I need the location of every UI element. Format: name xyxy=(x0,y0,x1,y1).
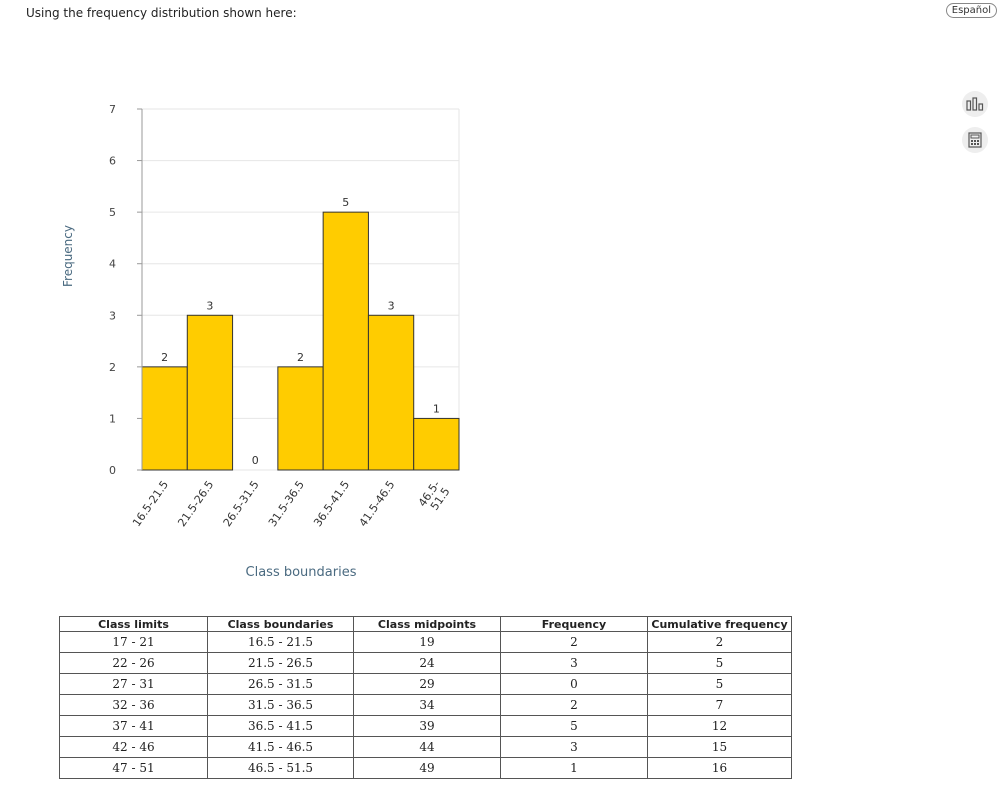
bar-data-label: 3 xyxy=(206,299,213,312)
x-tick-label: 31.5-36.5 xyxy=(266,478,307,529)
y-tick-label: 0 xyxy=(109,464,116,477)
y-tick-label: 1 xyxy=(109,412,116,425)
table-row: 17 - 21 16.5 - 21.5 19 2 2 xyxy=(59,631,792,653)
cell-class-midpoints: 29 xyxy=(353,673,501,695)
cell-class-limits: 17 - 21 xyxy=(59,631,208,653)
x-tick-label: 26.5-31.5 xyxy=(221,478,262,529)
cell-class-midpoints: 39 xyxy=(353,715,501,737)
question-prompt: Using the frequency distribution shown h… xyxy=(26,6,297,20)
cell-class-boundaries: 21.5 - 26.5 xyxy=(207,652,354,674)
table-row: 42 - 46 41.5 - 46.5 44 3 15 xyxy=(59,736,792,758)
bar-data-label: 5 xyxy=(342,196,349,209)
x-tick-label: 21.5-26.5 xyxy=(175,478,216,529)
cell-class-limits: 47 - 51 xyxy=(59,757,208,779)
cell-class-limits: 27 - 31 xyxy=(59,673,208,695)
header-frequency: Frequency xyxy=(500,616,648,632)
header-class-boundaries: Class boundaries xyxy=(207,616,354,632)
cell-class-limits: 37 - 41 xyxy=(59,715,208,737)
x-tick-label: 46.5-51.5 xyxy=(416,478,453,516)
calculator-icon[interactable] xyxy=(962,127,988,153)
bar-data-label: 0 xyxy=(252,454,259,467)
bar xyxy=(186,314,234,471)
cell-class-boundaries: 41.5 - 46.5 xyxy=(207,736,354,758)
x-tick-label: 36.5-41.5 xyxy=(311,478,352,529)
cell-class-boundaries: 16.5 - 21.5 xyxy=(207,631,354,653)
cell-cumulative-frequency: 5 xyxy=(647,652,792,674)
x-axis-label: Class boundaries xyxy=(246,565,357,580)
bar-data-label: 3 xyxy=(388,299,395,312)
cell-cumulative-frequency: 15 xyxy=(647,736,792,758)
cell-frequency: 3 xyxy=(500,652,648,674)
cell-frequency: 0 xyxy=(500,673,648,695)
cell-frequency: 5 xyxy=(500,715,648,737)
cell-class-limits: 42 - 46 xyxy=(59,736,208,758)
cell-class-limits: 22 - 26 xyxy=(59,652,208,674)
cell-class-midpoints: 49 xyxy=(353,757,501,779)
bar-data-label: 2 xyxy=(161,351,168,364)
bar xyxy=(277,366,324,471)
cell-class-boundaries: 36.5 - 41.5 xyxy=(207,715,354,737)
table-row: 22 - 26 21.5 - 26.5 24 3 5 xyxy=(59,652,792,674)
cell-class-boundaries: 46.5 - 51.5 xyxy=(207,757,354,779)
cell-class-limits: 32 - 36 xyxy=(59,694,208,716)
table-row: 27 - 31 26.5 - 31.5 29 0 5 xyxy=(59,673,792,695)
cell-class-midpoints: 24 xyxy=(353,652,501,674)
bar-data-label: 2 xyxy=(297,351,304,364)
cell-cumulative-frequency: 5 xyxy=(647,673,792,695)
cell-class-midpoints: 44 xyxy=(353,736,501,758)
cell-frequency: 1 xyxy=(500,757,648,779)
cell-cumulative-frequency: 12 xyxy=(647,715,792,737)
y-tick-label: 5 xyxy=(109,206,116,219)
cell-cumulative-frequency: 16 xyxy=(647,757,792,779)
bar xyxy=(413,417,460,471)
y-tick-label: 2 xyxy=(109,361,116,374)
bar-chart-icon[interactable] xyxy=(962,91,988,117)
x-tick-label: 41.5-46.5 xyxy=(356,478,397,529)
table-row: 32 - 36 31.5 - 36.5 34 2 7 xyxy=(59,694,792,716)
header-class-limits: Class limits xyxy=(59,616,208,632)
y-tick-label: 3 xyxy=(109,309,116,322)
cell-class-boundaries: 31.5 - 36.5 xyxy=(207,694,354,716)
language-toggle-button[interactable]: Español xyxy=(945,3,997,18)
cell-class-midpoints: 19 xyxy=(353,631,501,653)
table-row: 47 - 51 46.5 - 51.5 49 1 16 xyxy=(59,757,792,779)
header-class-midpoints: Class midpoints xyxy=(353,616,501,632)
table-header-row: Class limits Class boundaries Class midp… xyxy=(59,616,792,632)
cell-frequency: 2 xyxy=(500,631,648,653)
cell-class-boundaries: 26.5 - 31.5 xyxy=(207,673,354,695)
cell-frequency: 2 xyxy=(500,694,648,716)
y-tick-label: 4 xyxy=(109,258,116,271)
bar xyxy=(141,366,188,471)
cell-cumulative-frequency: 7 xyxy=(647,694,792,716)
table-row: 37 - 41 36.5 - 41.5 39 5 12 xyxy=(59,715,792,737)
bar xyxy=(322,211,369,471)
y-tick-label: 7 xyxy=(109,103,116,116)
bar-data-label: 1 xyxy=(433,402,440,415)
y-axis-label: Frequency xyxy=(61,225,75,287)
x-tick-label: 16.5-21.5 xyxy=(130,478,171,529)
cell-cumulative-frequency: 2 xyxy=(647,631,792,653)
histogram-chart: 0 1 2 3 4 5 6 7 2 16.5-21.5 3 21.5-26.5 0 26.5-31.5 2 3… xyxy=(61,103,460,580)
cell-class-midpoints: 34 xyxy=(353,694,501,716)
frequency-table: Class limits Class boundaries Class midp… xyxy=(59,616,792,779)
header-cumulative-frequency: Cumulative frequency xyxy=(647,616,792,632)
bar xyxy=(367,314,415,471)
y-tick-label: 6 xyxy=(109,155,116,168)
cell-frequency: 3 xyxy=(500,736,648,758)
